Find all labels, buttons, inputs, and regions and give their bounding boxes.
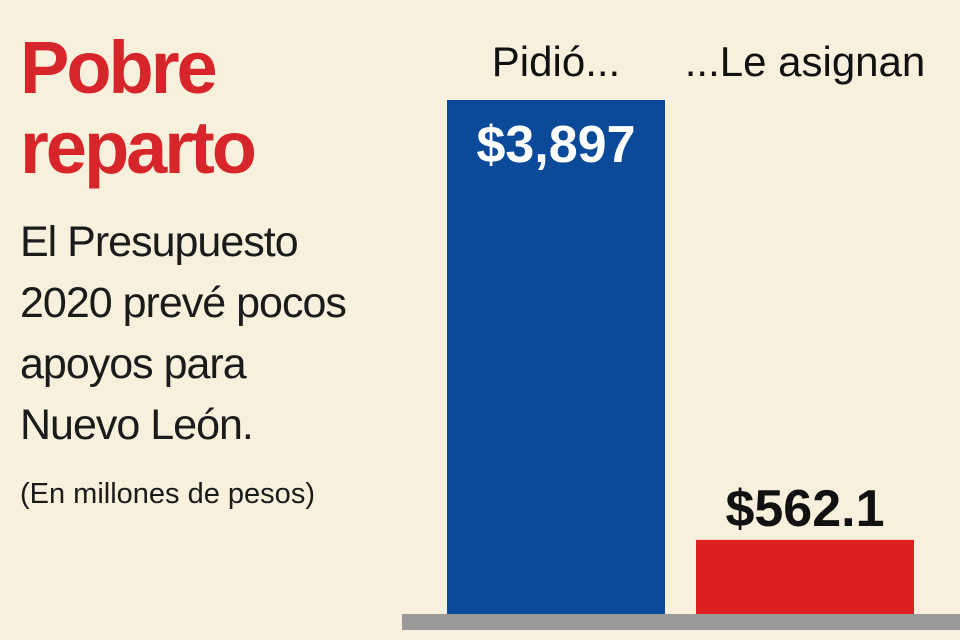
units-note: (En millones de pesos) — [20, 478, 315, 510]
category-label-1: Pidió... — [492, 38, 620, 85]
value-label-1: $3,897 — [476, 116, 635, 174]
title-line-2: reparto — [20, 106, 257, 189]
bar-1 — [447, 100, 665, 614]
chart-subtitle: El Presupuesto 2020 prevé pocos apoyos p… — [20, 212, 347, 456]
subtitle-line-4: Nuevo León. — [20, 401, 254, 449]
category-label-2: ...Le asignan — [685, 38, 926, 85]
bar-2 — [696, 539, 914, 614]
subtitle-line-1: El Presupuesto — [20, 218, 299, 266]
title-line-1: Pobre — [20, 26, 218, 109]
chart-title: Pobre reparto — [20, 26, 257, 189]
value-label-2: $562.1 — [725, 480, 884, 538]
subtitle-line-3: apoyos para — [20, 340, 247, 388]
chart-base — [402, 614, 960, 630]
subtitle-line-2: 2020 prevé pocos — [20, 279, 347, 327]
